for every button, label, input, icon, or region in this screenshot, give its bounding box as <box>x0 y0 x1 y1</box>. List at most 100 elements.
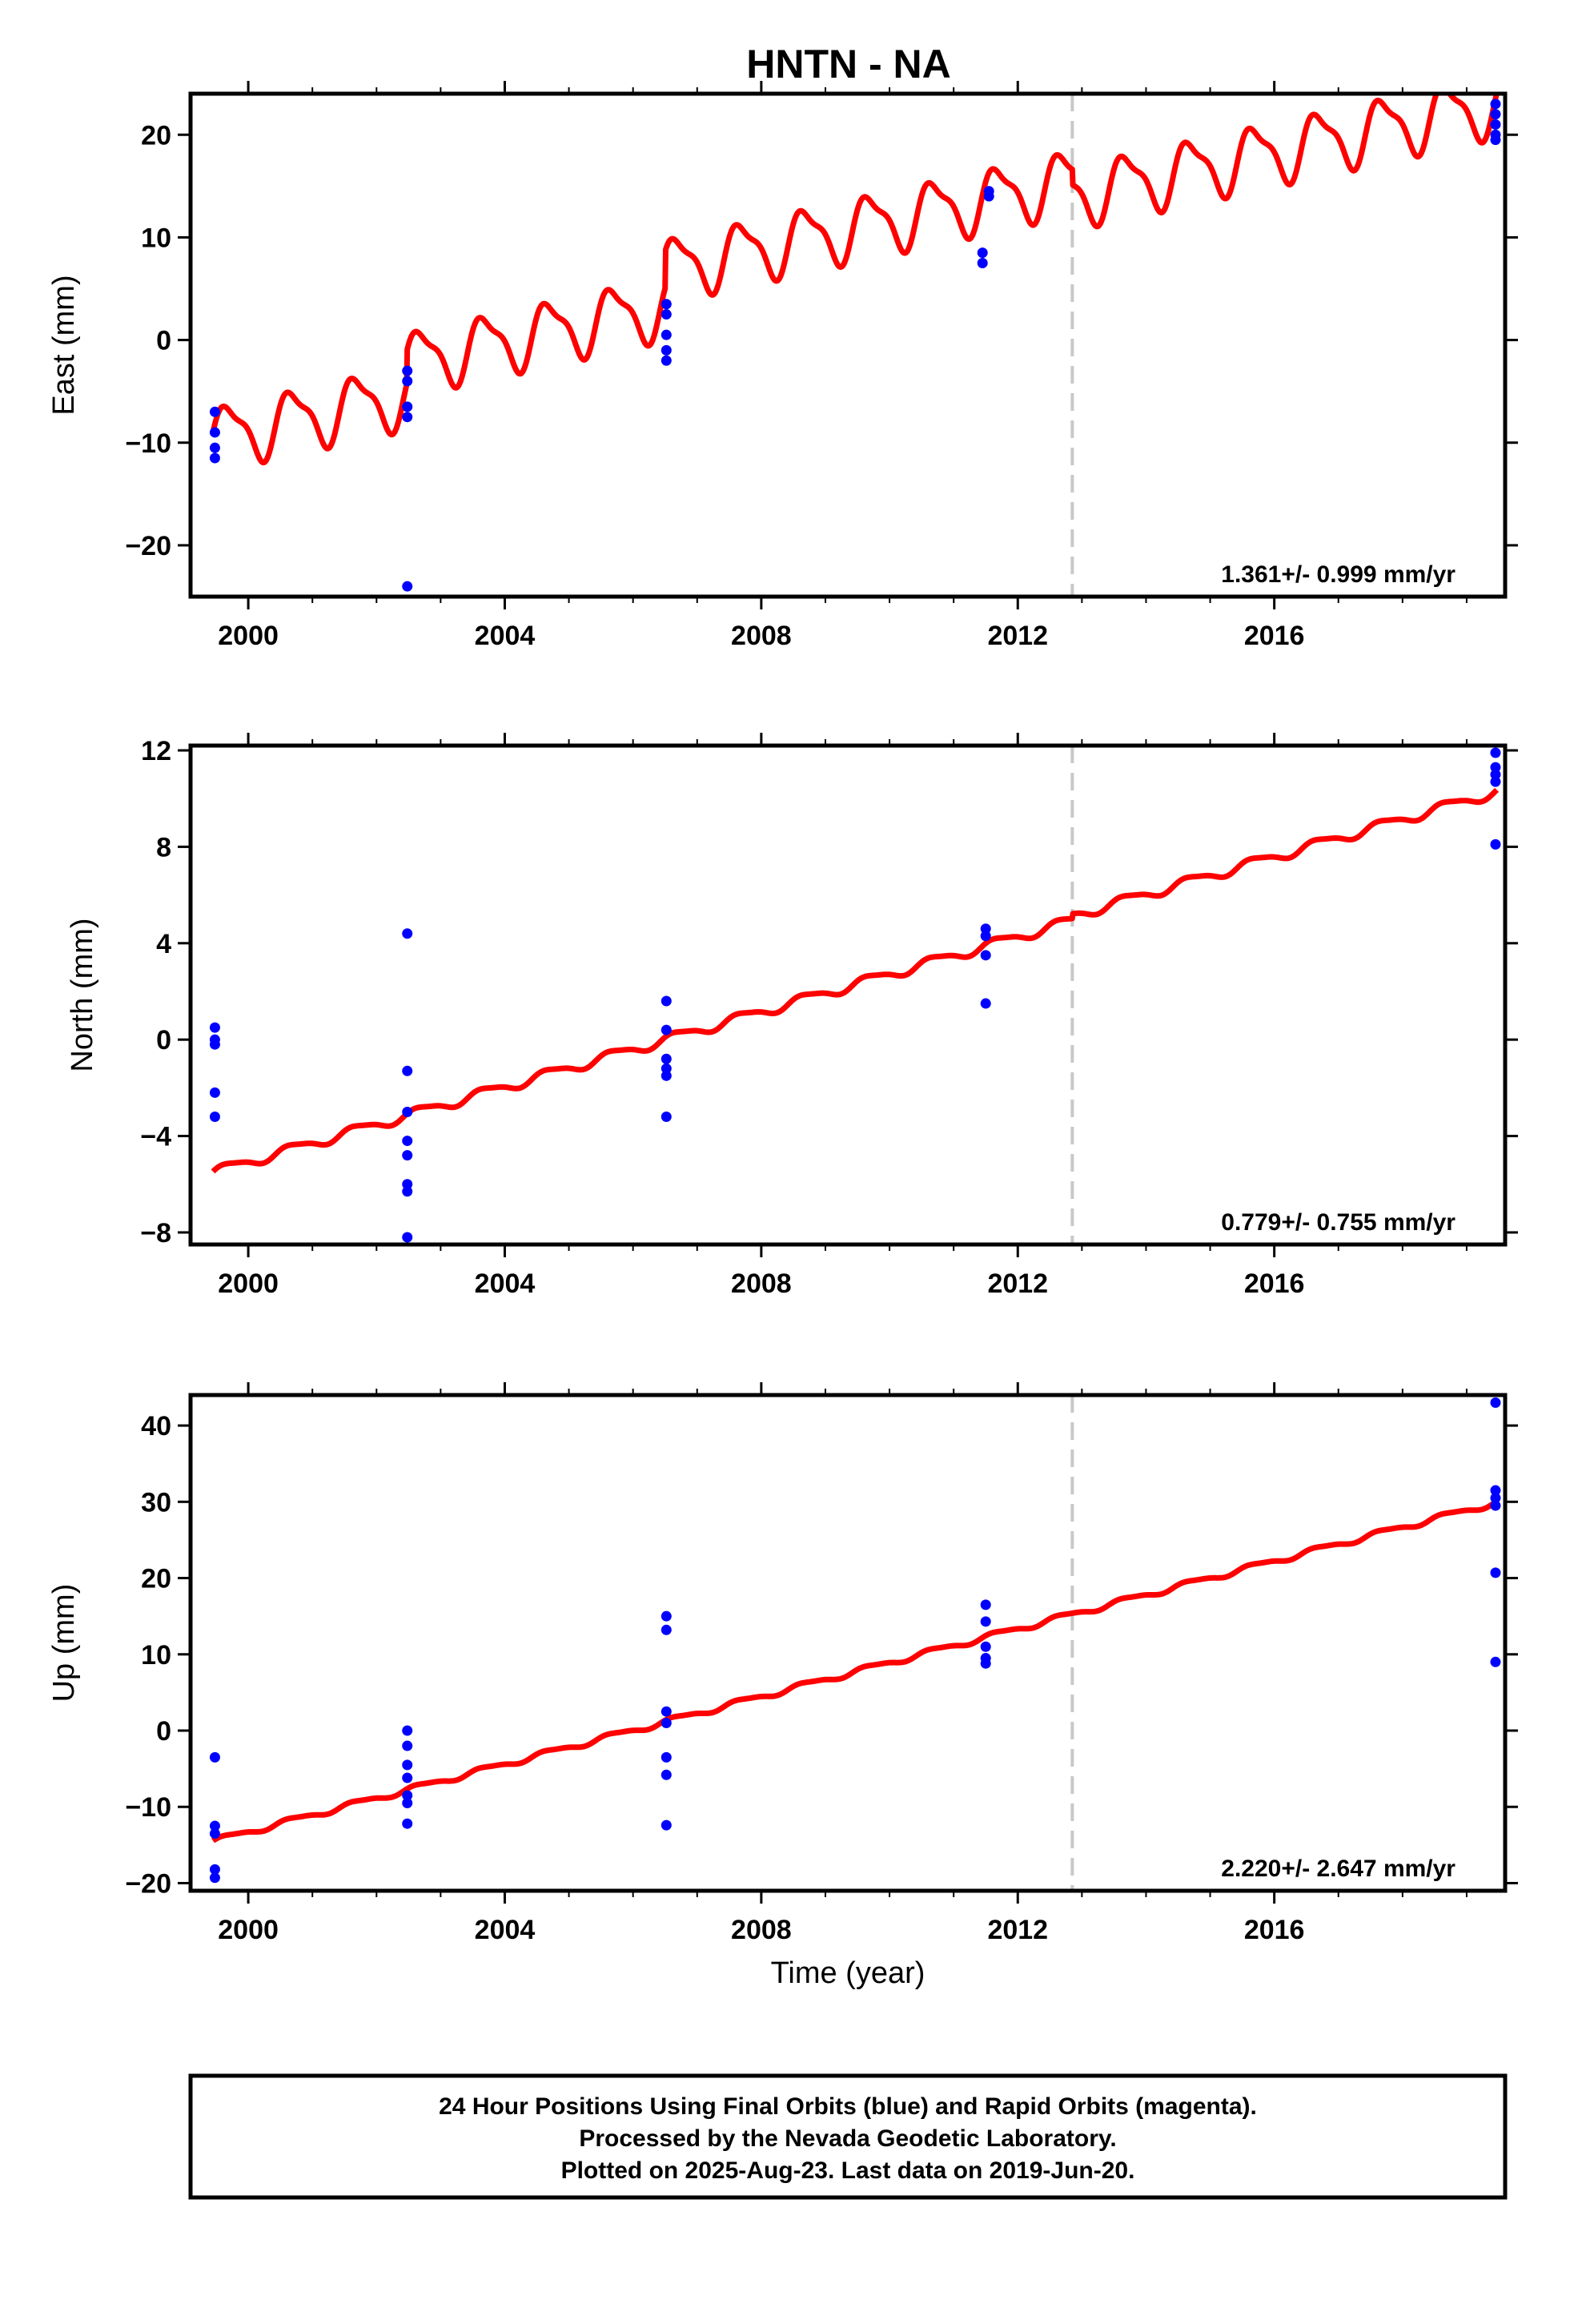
model-curve <box>210 94 1500 466</box>
data-point <box>661 1063 672 1074</box>
data-point <box>402 1740 413 1751</box>
data-point <box>1490 1485 1501 1496</box>
x-tick-label: 2012 <box>987 1915 1048 1945</box>
data-point <box>661 1751 672 1763</box>
data-point <box>1490 1493 1501 1504</box>
data-point <box>209 1022 220 1033</box>
y-tick-label: 12 <box>141 736 171 766</box>
data-point <box>1490 1656 1501 1667</box>
data-point <box>1490 838 1501 850</box>
data-point <box>1490 747 1501 758</box>
x-tick-label: 2008 <box>731 1269 792 1299</box>
data-point <box>661 1769 672 1780</box>
data-point <box>661 1717 672 1728</box>
data-point <box>980 1616 991 1627</box>
data-point <box>402 581 413 592</box>
x-tick-label: 2008 <box>731 621 792 651</box>
panel-up: 2000 2004 2008 2012 2016 −20 −10 0 10 20 30 40 Up (m… <box>47 1382 1518 1990</box>
data-point <box>1490 109 1501 120</box>
x-tick-label: 2000 <box>218 1269 279 1299</box>
y-tick-label: −20 <box>125 1868 171 1899</box>
data-point <box>402 1186 413 1197</box>
model-curve <box>211 787 1500 1174</box>
data-point <box>1490 769 1501 780</box>
data-point <box>402 1232 413 1243</box>
data-point <box>980 1658 991 1669</box>
data-point <box>661 1111 672 1122</box>
data-point <box>209 1039 220 1050</box>
data-point <box>1490 1397 1501 1409</box>
panel-east: 2000 2004 2008 2012 2016 −20 −10 0 10 20 East (mm)… <box>47 81 1518 651</box>
data-point <box>209 406 220 417</box>
y-tick-label: 4 <box>156 929 171 959</box>
data-point <box>980 931 991 942</box>
data-point <box>209 1087 220 1098</box>
y-tick-label: 10 <box>141 1640 171 1671</box>
data-point <box>402 928 413 939</box>
data-point <box>983 191 994 202</box>
footer-line-2: Processed by the Nevada Geodetic Laborat… <box>579 2125 1116 2152</box>
data-point <box>1490 762 1501 773</box>
data-point <box>209 1820 220 1831</box>
y-axis-title: North (mm) <box>66 918 99 1072</box>
y-tick-label: 20 <box>141 1564 171 1594</box>
data-point <box>402 1772 413 1783</box>
data-point <box>402 1818 413 1829</box>
footer-line-3: Plotted on 2025-Aug-23. Last data on 201… <box>561 2157 1135 2184</box>
data-point <box>402 401 413 412</box>
x-tick-label: 2000 <box>218 621 279 651</box>
data-point <box>977 257 988 268</box>
data-point <box>402 1725 413 1736</box>
data-point <box>1490 119 1501 130</box>
footer-line-1: 24 Hour Positions Using Final Orbits (bl… <box>439 2093 1257 2120</box>
data-point <box>661 329 672 340</box>
x-tick-label: 2016 <box>1244 621 1305 651</box>
y-tick-label: 0 <box>156 326 171 356</box>
data-point <box>661 1624 672 1635</box>
data-point <box>661 1053 672 1064</box>
data-point <box>209 1872 220 1884</box>
data-point <box>402 1136 413 1147</box>
rate-label: 1.361+/- 0.999 mm/yr <box>1221 561 1456 588</box>
data-point <box>1490 776 1501 787</box>
data-point <box>661 309 672 320</box>
x-tick-label: 2004 <box>475 1915 536 1945</box>
data-point <box>980 950 991 961</box>
data-point <box>980 1641 991 1652</box>
panel-north: 2000 2004 2008 2012 2016 −8 −4 0 4 8 12 North (mm) 0… <box>66 733 1518 1299</box>
y-tick-label: 0 <box>156 1716 171 1747</box>
y-tick-label: 0 <box>156 1025 171 1055</box>
y-tick-label: 8 <box>156 832 171 862</box>
y-tick-label: −20 <box>125 531 171 561</box>
y-tick-label: −10 <box>125 1792 171 1823</box>
y-axis-title: Up (mm) <box>47 1584 81 1703</box>
data-point <box>209 442 220 453</box>
chart-title: HNTN - NA <box>746 42 951 86</box>
y-tick-label: −10 <box>125 428 171 459</box>
x-tick-label: 2004 <box>475 1269 536 1299</box>
x-tick-label: 2008 <box>731 1915 792 1945</box>
y-tick-label: 30 <box>141 1487 171 1518</box>
data-point <box>209 427 220 438</box>
plot-frame <box>188 1393 1508 1893</box>
data-point <box>402 1797 413 1808</box>
data-point <box>402 365 413 376</box>
data-point <box>980 923 991 935</box>
x-tick-label: 2000 <box>218 1915 279 1945</box>
x-tick-label: 2012 <box>987 621 1048 651</box>
y-tick-label: −8 <box>140 1218 171 1248</box>
x-tick-label: 2016 <box>1244 1915 1305 1945</box>
data-point <box>402 412 413 423</box>
data-point <box>1490 99 1501 110</box>
data-point <box>661 344 672 356</box>
y-tick-label: 10 <box>141 223 171 253</box>
data-point <box>402 1106 413 1117</box>
data-point <box>1490 1567 1501 1578</box>
y-tick-label: 20 <box>141 120 171 151</box>
data-point <box>1490 135 1501 146</box>
x-tick-label: 2012 <box>987 1269 1048 1299</box>
data-point <box>661 1070 672 1081</box>
data-point <box>402 376 413 387</box>
data-point <box>980 998 991 1009</box>
